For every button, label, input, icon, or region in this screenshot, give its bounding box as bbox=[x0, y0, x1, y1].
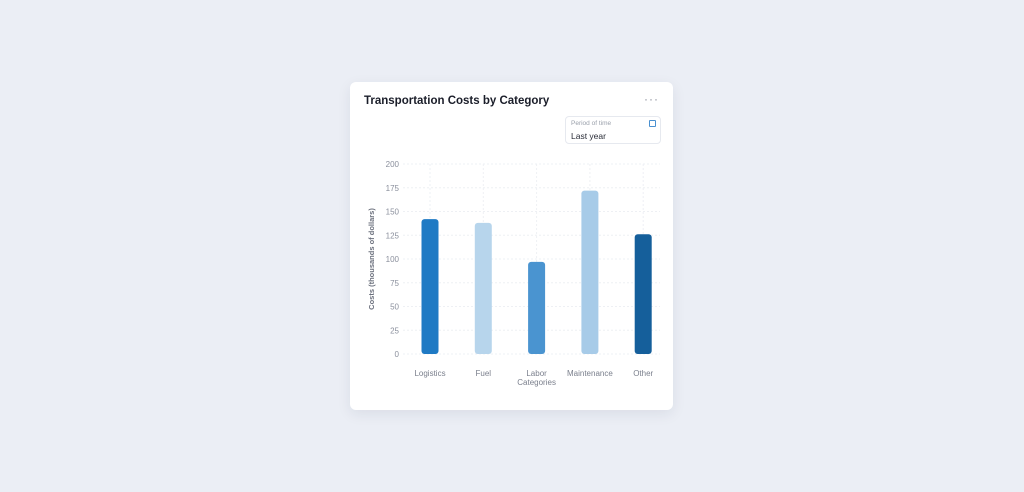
calendar-icon bbox=[649, 120, 656, 127]
period-label: Period of time bbox=[571, 120, 612, 127]
x-tick-label: Maintenance bbox=[567, 369, 613, 378]
bar-labor-categories bbox=[528, 261, 546, 354]
period-value: Last year bbox=[571, 131, 606, 141]
y-tick-label: 75 bbox=[390, 279, 399, 288]
y-axis-label: Costs (thousands of dollars) bbox=[367, 208, 376, 310]
y-tick-label: 25 bbox=[390, 326, 399, 335]
bar-maintenance bbox=[581, 190, 599, 354]
y-tick-label: 200 bbox=[386, 160, 400, 169]
x-tick-label: Other bbox=[633, 369, 653, 378]
x-tick-label: Labor bbox=[526, 369, 547, 378]
bar-other bbox=[634, 234, 652, 354]
chart-card: Transportation Costs by Category ··· Per… bbox=[350, 82, 673, 410]
x-tick-label: Fuel bbox=[476, 369, 492, 378]
y-tick-label: 125 bbox=[386, 231, 400, 240]
y-tick-label: 100 bbox=[386, 255, 400, 264]
bar-logistics bbox=[421, 219, 439, 354]
y-tick-label: 0 bbox=[395, 350, 400, 359]
period-selector[interactable]: Period of time Last year bbox=[565, 116, 661, 144]
y-tick-label: 175 bbox=[386, 184, 400, 193]
ellipsis-icon[interactable]: ··· bbox=[644, 92, 659, 106]
x-tick-label: Logistics bbox=[414, 369, 445, 378]
x-tick-label: Categories bbox=[517, 378, 556, 387]
bar-fuel bbox=[474, 222, 492, 354]
chart-title: Transportation Costs by Category bbox=[364, 95, 550, 107]
y-tick-label: 150 bbox=[386, 208, 400, 217]
y-tick-label: 50 bbox=[390, 303, 399, 312]
